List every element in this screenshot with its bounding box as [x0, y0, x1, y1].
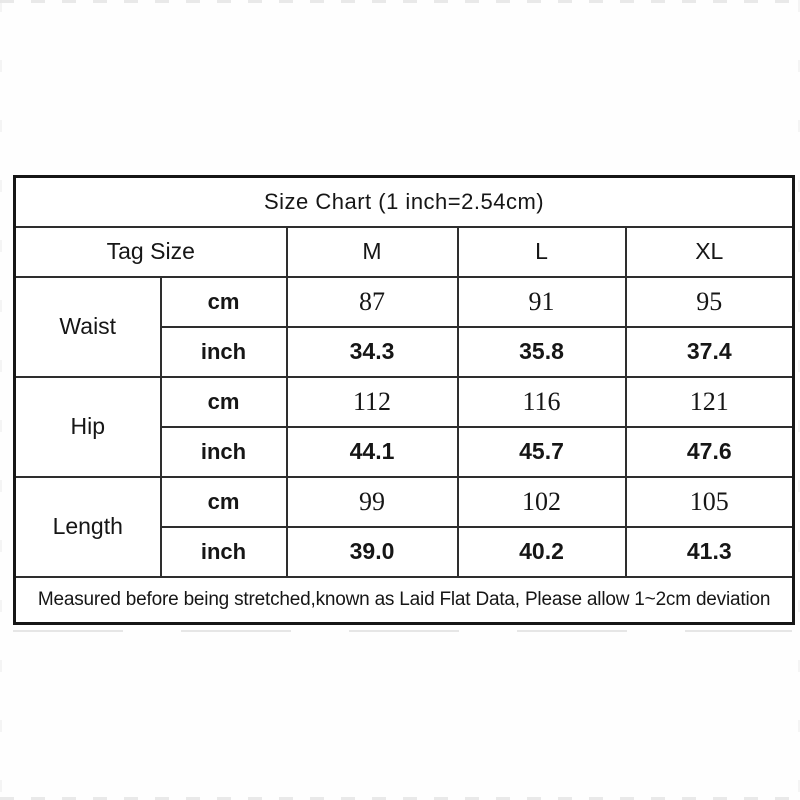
right-edge-artifact — [798, 0, 800, 800]
waist-inch-xl: 37.4 — [624, 325, 795, 378]
waist-inch-l: 35.8 — [456, 325, 627, 378]
size-column-l: L — [456, 225, 627, 278]
size-chart-table: Size Chart (1 inch=2.54cm) Tag Size M L … — [13, 175, 796, 625]
row-label-waist: Waist — [13, 275, 162, 378]
bottom-edge-artifact — [0, 797, 800, 800]
waist-cm-l: 91 — [456, 275, 627, 328]
unit-label-cm: cm — [159, 275, 288, 328]
row-label-length: Length — [13, 475, 162, 578]
row-label-hip: Hip — [13, 375, 162, 478]
hip-inch-xl: 47.6 — [624, 425, 795, 478]
left-edge-artifact — [0, 0, 2, 800]
tag-size-header: Tag Size — [13, 225, 288, 278]
unit-label-inch: inch — [159, 425, 288, 478]
hip-cm-l: 116 — [456, 375, 627, 428]
unit-label-cm: cm — [159, 475, 288, 528]
size-column-xl: XL — [624, 225, 795, 278]
unit-label-inch: inch — [159, 525, 288, 578]
footer-note: Measured before being stretched,known as… — [13, 575, 795, 625]
length-cm-xl: 105 — [624, 475, 795, 528]
waist-inch-m: 34.3 — [285, 325, 459, 378]
table-title: Size Chart (1 inch=2.54cm) — [13, 175, 795, 228]
hip-cm-m: 112 — [285, 375, 459, 428]
waist-cm-m: 87 — [285, 275, 459, 328]
length-inch-xl: 41.3 — [624, 525, 795, 578]
length-inch-l: 40.2 — [456, 525, 627, 578]
hip-inch-l: 45.7 — [456, 425, 627, 478]
hip-inch-m: 44.1 — [285, 425, 459, 478]
unit-label-inch: inch — [159, 325, 288, 378]
length-cm-m: 99 — [285, 475, 459, 528]
length-inch-m: 39.0 — [285, 525, 459, 578]
top-edge-artifact — [0, 0, 800, 3]
table-shadow-artifact — [13, 630, 792, 632]
length-cm-l: 102 — [456, 475, 627, 528]
waist-cm-xl: 95 — [624, 275, 795, 328]
size-column-m: M — [285, 225, 459, 278]
hip-cm-xl: 121 — [624, 375, 795, 428]
unit-label-cm: cm — [159, 375, 288, 428]
